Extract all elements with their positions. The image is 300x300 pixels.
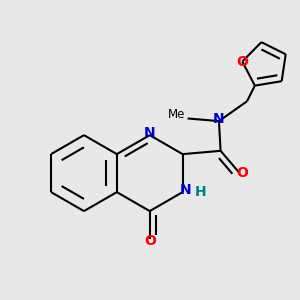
Text: Me: Me (168, 108, 185, 121)
Text: O: O (144, 234, 156, 248)
Text: N: N (144, 127, 155, 140)
Text: O: O (236, 166, 248, 180)
Text: O: O (236, 55, 248, 68)
Text: H: H (195, 185, 207, 199)
Text: N: N (213, 112, 225, 127)
Text: N: N (180, 184, 192, 197)
